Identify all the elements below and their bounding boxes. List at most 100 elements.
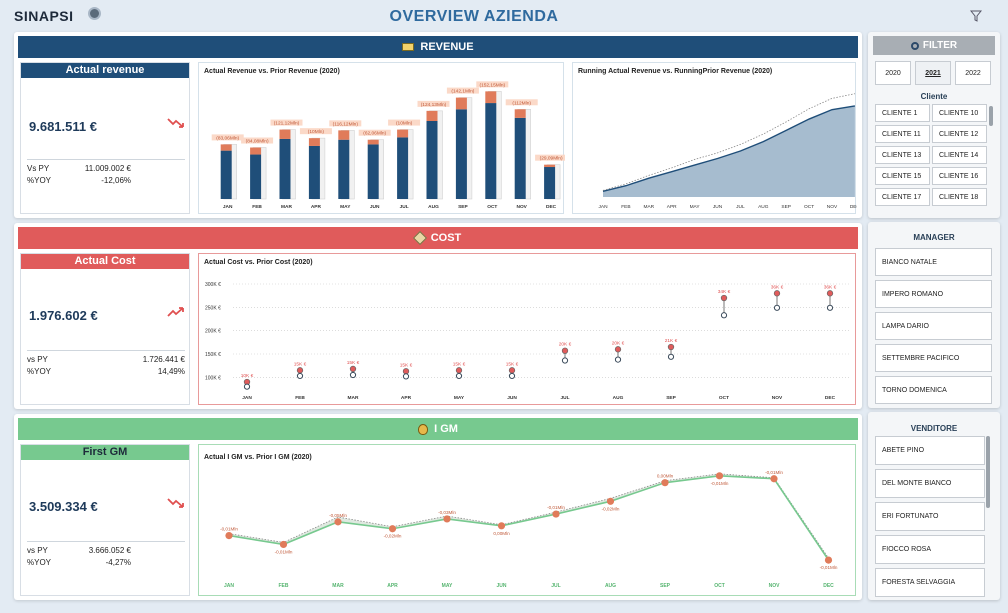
- client-list-scrollbar[interactable]: [989, 106, 993, 126]
- x-tick-label: NOV: [827, 204, 838, 210]
- variance-bar-apr: [308, 138, 320, 146]
- manager-option[interactable]: IMPERO ROMANO: [875, 280, 992, 308]
- manager-option[interactable]: SETTEMBRE PACIFICO: [875, 344, 992, 372]
- data-label: 15K €: [400, 362, 413, 368]
- gm-point-may: [443, 515, 451, 523]
- cost-panel: COST Actual Cost 1.976.602 € vs PY 1.726…: [14, 223, 862, 409]
- venditore-option[interactable]: DEL MONTE BIANCO: [875, 469, 985, 498]
- revenue-section-label: REVENUE: [420, 41, 474, 53]
- y-tick-label: 200K €: [205, 329, 221, 335]
- x-tick-label: AUG: [758, 204, 769, 210]
- data-label: -0,01Mln: [765, 470, 783, 475]
- x-tick-label: FEB: [295, 395, 305, 401]
- gm-point-jul: [552, 510, 560, 518]
- client-option[interactable]: CLIENTE 11: [875, 125, 930, 143]
- x-tick-label: AUG: [428, 204, 439, 210]
- data-label: (83,06Mln): [216, 135, 239, 141]
- variance-bar-sep: [455, 97, 467, 110]
- data-label: (121,12Mln): [274, 121, 300, 127]
- data-label: (152,15Mln): [479, 82, 505, 88]
- cost-chart-title: Actual Cost vs. Prior Cost (2020): [204, 259, 313, 266]
- x-tick-label: JUN: [370, 204, 380, 210]
- data-label: 36K €: [771, 284, 784, 290]
- data-label: (29,09Mln): [540, 156, 563, 162]
- client-option[interactable]: CLIENTE 12: [932, 125, 987, 143]
- client-option[interactable]: CLIENTE 13: [875, 146, 930, 164]
- manager-option[interactable]: LAMPA DARIO: [875, 312, 992, 340]
- actual-point-oct: [720, 294, 728, 302]
- data-label: (116,12Mln): [333, 121, 359, 127]
- client-list: CLIENTE 1 CLIENTE 10 CLIENTE 11 CLIENTE 12 C…: [875, 104, 987, 212]
- client-option[interactable]: CLIENTE 15: [875, 167, 930, 185]
- prior-point-jul: [561, 357, 569, 364]
- venditore-list: ABETE PINO DEL MONTE BIANCO ERI FORTUNATO F…: [875, 436, 985, 597]
- year-button-2021[interactable]: 2021: [915, 61, 951, 85]
- cost-section-label: COST: [430, 232, 462, 244]
- x-tick-label: APR: [387, 583, 398, 589]
- actual-bar-feb: [250, 154, 262, 199]
- x-tick-label: SEP: [458, 204, 468, 210]
- client-option[interactable]: CLIENTE 1: [875, 104, 930, 122]
- client-option[interactable]: CLIENTE 10: [932, 104, 987, 122]
- x-tick-label: DEC: [546, 204, 557, 210]
- venditore-option[interactable]: FORESTA SELVAGGIA: [875, 568, 985, 597]
- cost-section-header: COST: [18, 227, 858, 249]
- client-option[interactable]: CLIENTE 16: [932, 167, 987, 185]
- gm-point-apr: [388, 525, 397, 533]
- yoy-value: -4,27%: [105, 558, 131, 567]
- manager-option[interactable]: TORNO DOMENICA: [875, 376, 992, 404]
- clear-filter-icon[interactable]: [970, 10, 982, 22]
- x-tick-label: MAR: [281, 204, 292, 210]
- year-button-2020[interactable]: 2020: [875, 61, 911, 85]
- client-option[interactable]: CLIENTE 17: [875, 188, 930, 206]
- manager-option[interactable]: BIANCO NATALE: [875, 248, 992, 276]
- year-selector: 2020 2021 2022: [875, 61, 993, 85]
- actual-point-may: [455, 367, 463, 374]
- filter-panel: FILTER 2020 2021 2022 Cliente CLIENTE 1 CLI…: [868, 32, 1000, 218]
- yoy-label: %YOY: [27, 367, 52, 376]
- prior-point-oct: [720, 312, 728, 319]
- gm-point-feb: [279, 540, 288, 549]
- client-option[interactable]: CLIENTE 14: [932, 146, 987, 164]
- actual-point-feb: [296, 367, 304, 374]
- running-prior-line: [602, 93, 855, 191]
- vs-py-value: 1.726.441 €: [142, 355, 185, 364]
- yoy-value: 14,49%: [157, 367, 185, 376]
- client-option[interactable]: CLIENTE 18: [932, 188, 987, 206]
- x-tick-label: MAY: [690, 204, 701, 210]
- venditore-option[interactable]: ABETE PINO: [875, 436, 985, 465]
- data-label-bg: [241, 137, 274, 144]
- prior-point-sep: [667, 353, 675, 360]
- search-icon: [910, 41, 919, 50]
- data-label-bg: [358, 129, 391, 136]
- variance-bar-jun: [367, 139, 379, 145]
- y-tick-label: 150K €: [205, 352, 221, 358]
- gm-point-mar: [334, 518, 342, 526]
- gm-kpi-card: First GM 3.509.334 € vs PY 3.666.052 € %…: [20, 444, 190, 596]
- x-tick-label: JUL: [560, 395, 569, 401]
- variance-band: [229, 473, 829, 561]
- x-tick-label: JUL: [400, 204, 409, 210]
- page-title: OVERVIEW AZIENDA: [389, 8, 559, 25]
- venditore-scrollbar[interactable]: [986, 436, 990, 508]
- gm-panel: I GM First GM 3.509.334 € vs PY 3.666.05…: [14, 414, 862, 600]
- year-button-2022[interactable]: 2022: [955, 61, 991, 85]
- cost-kpi-title: Actual Cost: [21, 254, 189, 269]
- data-label-bg: [299, 128, 332, 135]
- y-tick-label: 300K €: [205, 282, 221, 288]
- x-tick-label: JAN: [223, 204, 233, 210]
- data-label: 34K €: [718, 289, 731, 295]
- venditore-option[interactable]: FIOCCO ROSA: [875, 535, 985, 564]
- prior-point-jun: [508, 372, 516, 380]
- x-tick-label: AUG: [605, 583, 616, 589]
- data-label: 10K €: [241, 373, 254, 379]
- actual-point-jun: [508, 367, 516, 374]
- prior-point-jan: [243, 383, 251, 390]
- cost-kpi-card: Actual Cost 1.976.602 € vs PY 1.726.441 …: [20, 253, 190, 405]
- money-icon: [402, 43, 415, 51]
- tag-icon: [412, 230, 427, 246]
- x-tick-label: MAY: [340, 204, 351, 210]
- variance-bar-mar: [279, 129, 291, 139]
- actual-point-apr: [402, 368, 410, 375]
- venditore-option[interactable]: ERI FORTUNATO: [875, 502, 985, 531]
